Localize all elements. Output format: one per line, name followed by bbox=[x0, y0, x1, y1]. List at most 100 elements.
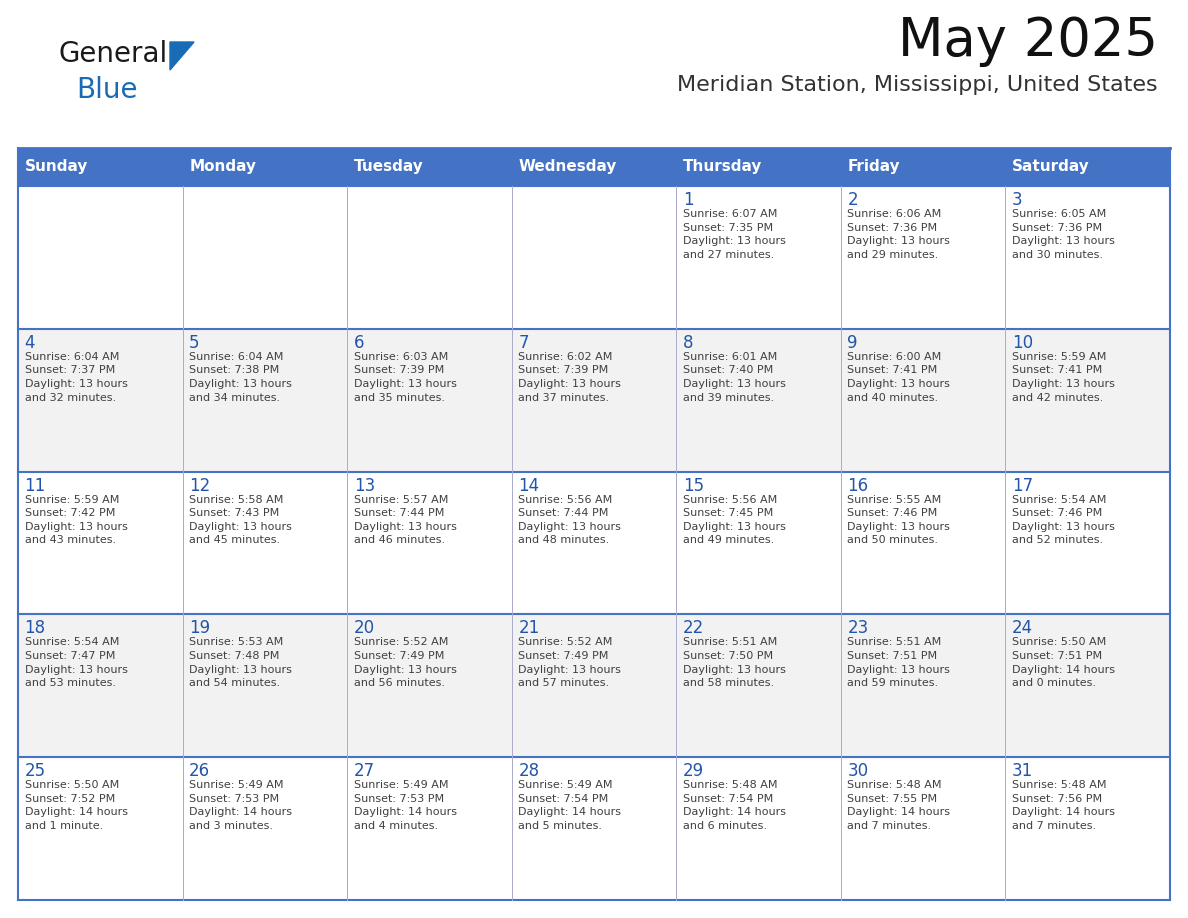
Text: 23: 23 bbox=[847, 620, 868, 637]
Bar bbox=[347, 472, 512, 614]
Text: Sunrise: 5:54 AM
Sunset: 7:47 PM
Daylight: 13 hours
and 53 minutes.: Sunrise: 5:54 AM Sunset: 7:47 PM Dayligh… bbox=[25, 637, 127, 688]
Text: Sunrise: 6:06 AM
Sunset: 7:36 PM
Daylight: 13 hours
and 29 minutes.: Sunrise: 6:06 AM Sunset: 7:36 PM Dayligh… bbox=[847, 209, 950, 260]
Text: Sunrise: 5:56 AM
Sunset: 7:45 PM
Daylight: 13 hours
and 49 minutes.: Sunrise: 5:56 AM Sunset: 7:45 PM Dayligh… bbox=[683, 495, 785, 545]
Bar bbox=[18, 614, 183, 757]
Bar bbox=[347, 186, 512, 329]
Bar bbox=[183, 614, 347, 757]
Bar bbox=[676, 757, 841, 900]
Text: 27: 27 bbox=[354, 762, 375, 780]
Text: 30: 30 bbox=[847, 762, 868, 780]
Text: Sunrise: 5:51 AM
Sunset: 7:51 PM
Daylight: 13 hours
and 59 minutes.: Sunrise: 5:51 AM Sunset: 7:51 PM Dayligh… bbox=[847, 637, 950, 688]
Text: Sunrise: 5:50 AM
Sunset: 7:51 PM
Daylight: 14 hours
and 0 minutes.: Sunrise: 5:50 AM Sunset: 7:51 PM Dayligh… bbox=[1012, 637, 1116, 688]
Bar bbox=[841, 186, 1005, 329]
Text: 10: 10 bbox=[1012, 334, 1034, 352]
Text: 20: 20 bbox=[354, 620, 375, 637]
Text: Sunrise: 6:04 AM
Sunset: 7:37 PM
Daylight: 13 hours
and 32 minutes.: Sunrise: 6:04 AM Sunset: 7:37 PM Dayligh… bbox=[25, 352, 127, 403]
Text: 4: 4 bbox=[25, 334, 36, 352]
Bar bbox=[676, 614, 841, 757]
Text: General: General bbox=[58, 40, 168, 68]
Text: 6: 6 bbox=[354, 334, 365, 352]
Text: 3: 3 bbox=[1012, 191, 1023, 209]
Text: Monday: Monday bbox=[189, 160, 257, 174]
Bar bbox=[1005, 614, 1170, 757]
Text: Sunrise: 5:53 AM
Sunset: 7:48 PM
Daylight: 13 hours
and 54 minutes.: Sunrise: 5:53 AM Sunset: 7:48 PM Dayligh… bbox=[189, 637, 292, 688]
Bar bbox=[183, 186, 347, 329]
Bar bbox=[841, 472, 1005, 614]
Text: Sunrise: 5:55 AM
Sunset: 7:46 PM
Daylight: 13 hours
and 50 minutes.: Sunrise: 5:55 AM Sunset: 7:46 PM Dayligh… bbox=[847, 495, 950, 545]
Bar bbox=[841, 757, 1005, 900]
Bar bbox=[18, 472, 183, 614]
Text: Saturday: Saturday bbox=[1012, 160, 1089, 174]
Text: Sunrise: 6:02 AM
Sunset: 7:39 PM
Daylight: 13 hours
and 37 minutes.: Sunrise: 6:02 AM Sunset: 7:39 PM Dayligh… bbox=[518, 352, 621, 403]
Bar bbox=[676, 186, 841, 329]
Text: Sunrise: 5:51 AM
Sunset: 7:50 PM
Daylight: 13 hours
and 58 minutes.: Sunrise: 5:51 AM Sunset: 7:50 PM Dayligh… bbox=[683, 637, 785, 688]
Text: Sunrise: 5:59 AM
Sunset: 7:41 PM
Daylight: 13 hours
and 42 minutes.: Sunrise: 5:59 AM Sunset: 7:41 PM Dayligh… bbox=[1012, 352, 1114, 403]
Text: Sunrise: 5:48 AM
Sunset: 7:56 PM
Daylight: 14 hours
and 7 minutes.: Sunrise: 5:48 AM Sunset: 7:56 PM Dayligh… bbox=[1012, 780, 1116, 831]
Bar bbox=[1005, 329, 1170, 472]
Bar bbox=[18, 329, 183, 472]
Text: Meridian Station, Mississippi, United States: Meridian Station, Mississippi, United St… bbox=[677, 75, 1158, 95]
Text: 7: 7 bbox=[518, 334, 529, 352]
Text: 15: 15 bbox=[683, 476, 704, 495]
Text: 2: 2 bbox=[847, 191, 858, 209]
Text: Sunday: Sunday bbox=[25, 160, 88, 174]
Text: Sunrise: 6:03 AM
Sunset: 7:39 PM
Daylight: 13 hours
and 35 minutes.: Sunrise: 6:03 AM Sunset: 7:39 PM Dayligh… bbox=[354, 352, 456, 403]
Text: Sunrise: 6:07 AM
Sunset: 7:35 PM
Daylight: 13 hours
and 27 minutes.: Sunrise: 6:07 AM Sunset: 7:35 PM Dayligh… bbox=[683, 209, 785, 260]
Text: 16: 16 bbox=[847, 476, 868, 495]
Bar bbox=[18, 148, 1170, 186]
Bar bbox=[512, 472, 676, 614]
Polygon shape bbox=[170, 42, 194, 70]
Text: 19: 19 bbox=[189, 620, 210, 637]
Text: 26: 26 bbox=[189, 762, 210, 780]
Bar bbox=[841, 329, 1005, 472]
Bar bbox=[183, 472, 347, 614]
Bar bbox=[347, 757, 512, 900]
Bar bbox=[512, 186, 676, 329]
Text: Tuesday: Tuesday bbox=[354, 160, 423, 174]
Bar bbox=[1005, 186, 1170, 329]
Text: 21: 21 bbox=[518, 620, 539, 637]
Text: Sunrise: 5:49 AM
Sunset: 7:53 PM
Daylight: 14 hours
and 4 minutes.: Sunrise: 5:49 AM Sunset: 7:53 PM Dayligh… bbox=[354, 780, 456, 831]
Text: 25: 25 bbox=[25, 762, 45, 780]
Text: Sunrise: 5:50 AM
Sunset: 7:52 PM
Daylight: 14 hours
and 1 minute.: Sunrise: 5:50 AM Sunset: 7:52 PM Dayligh… bbox=[25, 780, 127, 831]
Text: 12: 12 bbox=[189, 476, 210, 495]
Text: Sunrise: 6:00 AM
Sunset: 7:41 PM
Daylight: 13 hours
and 40 minutes.: Sunrise: 6:00 AM Sunset: 7:41 PM Dayligh… bbox=[847, 352, 950, 403]
Text: Sunrise: 5:49 AM
Sunset: 7:53 PM
Daylight: 14 hours
and 3 minutes.: Sunrise: 5:49 AM Sunset: 7:53 PM Dayligh… bbox=[189, 780, 292, 831]
Bar bbox=[512, 614, 676, 757]
Bar bbox=[183, 757, 347, 900]
Text: Sunrise: 5:48 AM
Sunset: 7:55 PM
Daylight: 14 hours
and 7 minutes.: Sunrise: 5:48 AM Sunset: 7:55 PM Dayligh… bbox=[847, 780, 950, 831]
Bar bbox=[512, 329, 676, 472]
Text: May 2025: May 2025 bbox=[898, 15, 1158, 67]
Bar bbox=[18, 757, 183, 900]
Text: Sunrise: 6:05 AM
Sunset: 7:36 PM
Daylight: 13 hours
and 30 minutes.: Sunrise: 6:05 AM Sunset: 7:36 PM Dayligh… bbox=[1012, 209, 1114, 260]
Text: 29: 29 bbox=[683, 762, 704, 780]
Bar bbox=[18, 186, 183, 329]
Bar bbox=[676, 329, 841, 472]
Text: Sunrise: 6:04 AM
Sunset: 7:38 PM
Daylight: 13 hours
and 34 minutes.: Sunrise: 6:04 AM Sunset: 7:38 PM Dayligh… bbox=[189, 352, 292, 403]
Text: 13: 13 bbox=[354, 476, 375, 495]
Text: Thursday: Thursday bbox=[683, 160, 763, 174]
Bar bbox=[841, 614, 1005, 757]
Text: 18: 18 bbox=[25, 620, 45, 637]
Bar bbox=[676, 472, 841, 614]
Text: Blue: Blue bbox=[76, 76, 138, 104]
Text: Wednesday: Wednesday bbox=[518, 160, 617, 174]
Text: 28: 28 bbox=[518, 762, 539, 780]
Text: Sunrise: 5:57 AM
Sunset: 7:44 PM
Daylight: 13 hours
and 46 minutes.: Sunrise: 5:57 AM Sunset: 7:44 PM Dayligh… bbox=[354, 495, 456, 545]
Text: Sunrise: 5:49 AM
Sunset: 7:54 PM
Daylight: 14 hours
and 5 minutes.: Sunrise: 5:49 AM Sunset: 7:54 PM Dayligh… bbox=[518, 780, 621, 831]
Bar bbox=[1005, 472, 1170, 614]
Text: 22: 22 bbox=[683, 620, 704, 637]
Bar bbox=[347, 614, 512, 757]
Text: 24: 24 bbox=[1012, 620, 1034, 637]
Text: 17: 17 bbox=[1012, 476, 1034, 495]
Text: 1: 1 bbox=[683, 191, 694, 209]
Text: 11: 11 bbox=[25, 476, 46, 495]
Bar bbox=[512, 757, 676, 900]
Text: Friday: Friday bbox=[847, 160, 901, 174]
Bar bbox=[347, 329, 512, 472]
Text: Sunrise: 5:48 AM
Sunset: 7:54 PM
Daylight: 14 hours
and 6 minutes.: Sunrise: 5:48 AM Sunset: 7:54 PM Dayligh… bbox=[683, 780, 786, 831]
Bar bbox=[183, 329, 347, 472]
Text: 8: 8 bbox=[683, 334, 694, 352]
Text: Sunrise: 5:58 AM
Sunset: 7:43 PM
Daylight: 13 hours
and 45 minutes.: Sunrise: 5:58 AM Sunset: 7:43 PM Dayligh… bbox=[189, 495, 292, 545]
Text: 14: 14 bbox=[518, 476, 539, 495]
